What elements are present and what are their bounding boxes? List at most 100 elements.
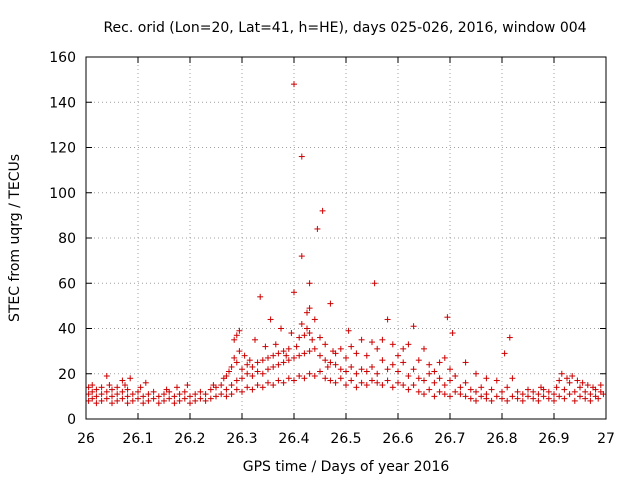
data-point xyxy=(358,366,365,373)
data-point xyxy=(369,339,375,346)
data-point xyxy=(473,388,479,395)
data-point xyxy=(410,366,417,373)
data-point xyxy=(506,334,513,341)
data-point xyxy=(379,336,386,343)
data-point xyxy=(322,341,329,348)
data-point xyxy=(348,363,355,370)
data-point xyxy=(551,397,557,404)
data-point xyxy=(371,280,378,287)
x-tick-label: 26.9 xyxy=(538,431,569,447)
x-tick-label: 26.4 xyxy=(278,431,309,447)
data-point xyxy=(478,384,485,391)
data-point xyxy=(499,395,505,402)
data-point xyxy=(337,375,344,382)
data-point xyxy=(304,325,310,332)
data-point xyxy=(595,395,602,402)
data-point xyxy=(249,386,256,393)
data-point xyxy=(233,332,240,339)
data-point xyxy=(106,382,113,389)
data-point xyxy=(332,361,339,368)
data-point xyxy=(584,382,591,389)
data-point xyxy=(317,334,323,341)
data-point xyxy=(358,379,365,386)
data-point xyxy=(551,391,557,398)
data-point xyxy=(296,334,303,341)
data-point xyxy=(89,388,96,395)
data-point xyxy=(270,363,277,370)
data-point xyxy=(431,368,438,375)
x-tick-label: 26.7 xyxy=(434,431,465,447)
data-point xyxy=(306,280,313,287)
data-point xyxy=(421,377,427,384)
data-point xyxy=(473,397,479,404)
data-point xyxy=(579,379,586,386)
data-point xyxy=(244,361,251,368)
data-point xyxy=(252,336,258,343)
x-tick-label: 26.6 xyxy=(382,431,413,447)
x-tick-label: 26.5 xyxy=(330,431,361,447)
data-point xyxy=(540,386,547,393)
data-point xyxy=(449,330,456,337)
data-point xyxy=(447,366,453,373)
data-point xyxy=(265,366,271,373)
data-point xyxy=(244,370,251,377)
data-point xyxy=(239,388,245,395)
data-point xyxy=(114,384,121,391)
data-point xyxy=(129,397,136,404)
y-tick-label: 160 xyxy=(49,50,76,66)
y-tick-label: 140 xyxy=(49,95,76,111)
data-point xyxy=(233,377,240,384)
data-point xyxy=(493,393,500,400)
data-point xyxy=(228,382,235,389)
data-point xyxy=(85,397,92,404)
y-tick-label: 40 xyxy=(58,322,76,338)
data-point xyxy=(353,350,360,357)
data-point xyxy=(426,361,433,368)
data-point xyxy=(207,395,214,402)
data-point xyxy=(571,397,578,404)
data-point xyxy=(441,382,448,389)
data-point xyxy=(236,327,243,334)
data-point xyxy=(150,395,157,402)
data-point xyxy=(379,357,386,364)
data-point xyxy=(587,391,594,398)
data-point xyxy=(311,345,318,352)
data-point xyxy=(109,386,115,393)
y-tick-label: 120 xyxy=(49,141,76,157)
data-point xyxy=(483,391,490,398)
data-point xyxy=(384,366,391,373)
data-point xyxy=(124,400,131,407)
data-point xyxy=(574,377,581,384)
data-point xyxy=(327,377,334,384)
data-point xyxy=(436,359,443,366)
data-point xyxy=(127,375,134,382)
data-point xyxy=(332,350,339,357)
data-point xyxy=(462,359,469,366)
data-point xyxy=(288,330,295,337)
data-point xyxy=(566,391,573,398)
data-point xyxy=(395,368,401,375)
data-point xyxy=(306,330,313,337)
data-point xyxy=(545,388,552,395)
data-point xyxy=(119,395,126,402)
data-point xyxy=(228,363,235,370)
data-point xyxy=(298,253,305,260)
data-point xyxy=(174,384,180,391)
data-point xyxy=(226,368,232,375)
data-point xyxy=(514,395,521,402)
data-point xyxy=(327,359,334,366)
data-point xyxy=(181,388,188,395)
data-point xyxy=(597,382,604,389)
data-point xyxy=(155,393,162,400)
data-point xyxy=(410,382,417,389)
data-point xyxy=(171,400,178,407)
data-point xyxy=(389,341,396,348)
data-point xyxy=(535,397,542,404)
data-point xyxy=(405,386,412,393)
data-point xyxy=(447,377,453,384)
data-point xyxy=(556,377,563,384)
data-point xyxy=(291,377,297,384)
data-point xyxy=(363,382,370,389)
data-point xyxy=(415,388,422,395)
data-point xyxy=(278,325,284,332)
